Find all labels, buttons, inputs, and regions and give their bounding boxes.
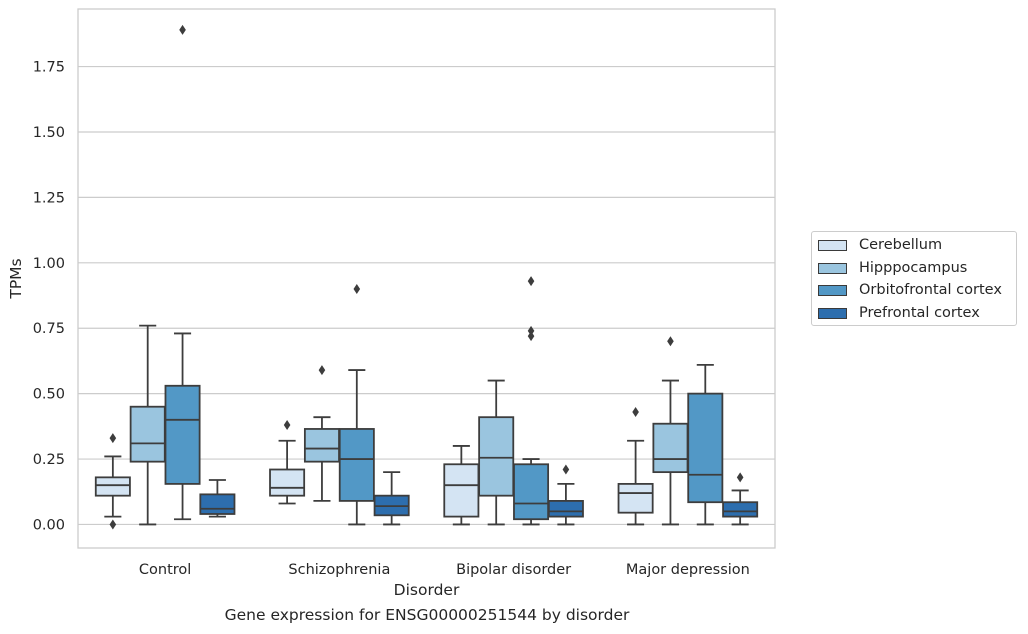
outlier-point	[319, 365, 326, 375]
y-tick-label: 1.00	[33, 256, 65, 272]
box-orbitofrontal-cortex-schizophrenia	[340, 284, 374, 524]
legend-swatch-hippocampus	[818, 263, 847, 274]
legend: Cerebellum Hipppocampus Orbitofrontal co…	[811, 231, 1017, 326]
boxes	[96, 25, 757, 530]
box-cerebellum-schizophrenia	[270, 420, 304, 503]
outlier-point	[632, 407, 639, 417]
box-iqr	[131, 407, 165, 462]
box-iqr	[270, 470, 304, 496]
x-tick-label: Major depression	[626, 562, 750, 578]
box-prefrontal-cortex-schizophrenia	[375, 472, 409, 524]
legend-item-orbitofrontal-cortex: Orbitofrontal cortex	[818, 280, 1002, 300]
box-hipppocampus-schizophrenia	[305, 365, 339, 501]
x-tick-label: Control	[139, 562, 191, 578]
legend-item-prefrontal-cortex: Prefrontal cortex	[818, 303, 980, 323]
box-hipppocampus-major-depression	[653, 336, 687, 524]
outlier-point	[110, 519, 117, 529]
y-tick-label: 0.00	[33, 517, 65, 533]
legend-item-cerebellum: Cerebellum	[818, 235, 942, 255]
legend-swatch-prefrontal-cortex	[818, 308, 847, 319]
box-hipppocampus-bipolar-disorder	[479, 381, 513, 525]
box-prefrontal-cortex-bipolar-disorder	[549, 465, 583, 525]
box-cerebellum-control	[96, 433, 130, 529]
y-tick-label: 0.50	[33, 387, 65, 403]
outlier-point	[284, 420, 291, 430]
outlier-point	[528, 331, 535, 341]
box-orbitofrontal-cortex-bipolar-disorder	[514, 276, 548, 524]
outlier-point	[667, 336, 674, 346]
legend-label-cerebellum: Cerebellum	[859, 237, 942, 253]
x-tick-label: Bipolar disorder	[456, 562, 571, 578]
legend-label-orbitofrontal-cortex: Orbitofrontal cortex	[859, 282, 1002, 298]
y-tick-label: 0.75	[33, 321, 65, 337]
box-prefrontal-cortex-control	[200, 480, 234, 517]
outlier-point	[179, 25, 186, 35]
box-prefrontal-cortex-major-depression	[723, 472, 757, 524]
chart-caption: Gene expression for ENSG00000251544 by d…	[0, 606, 854, 624]
box-orbitofrontal-cortex-control	[165, 25, 199, 519]
box-cerebellum-major-depression	[619, 407, 653, 525]
box-iqr	[96, 477, 130, 495]
box-iqr	[165, 386, 199, 484]
box-iqr	[340, 429, 374, 501]
outlier-point	[110, 433, 117, 443]
box-iqr	[200, 494, 234, 514]
y-tick-labels: 0.00 0.25 0.50 0.75 1.00 1.25 1.50 1.75	[33, 60, 65, 534]
y-tick-label: 1.25	[33, 190, 65, 206]
legend-swatch-cerebellum	[818, 240, 847, 251]
y-tick-label: 0.25	[33, 452, 65, 468]
legend-swatch-orbitofrontal-cortex	[818, 285, 847, 296]
outlier-point	[528, 276, 535, 286]
box-iqr	[723, 502, 757, 516]
box-orbitofrontal-cortex-major-depression	[688, 365, 722, 525]
outlier-point	[354, 284, 361, 294]
y-axis-label: TPMs	[7, 258, 25, 299]
outlier-point	[563, 465, 570, 475]
x-tick-labels: Control Schizophrenia Bipolar disorder Majo…	[139, 562, 750, 578]
box-iqr	[619, 484, 653, 513]
box-hipppocampus-control	[131, 326, 165, 525]
y-tick-label: 1.75	[33, 60, 65, 76]
box-iqr	[444, 464, 478, 516]
outlier-point	[737, 472, 744, 482]
box-iqr	[514, 464, 548, 519]
box-iqr	[653, 424, 687, 472]
box-iqr	[305, 429, 339, 462]
x-tick-label: Schizophrenia	[288, 562, 390, 578]
box-iqr	[688, 394, 722, 503]
y-tick-label: 1.50	[33, 125, 65, 141]
x-axis-label: Disorder	[394, 581, 460, 599]
legend-label-hippocampus: Hipppocampus	[859, 260, 967, 276]
box-iqr	[479, 417, 513, 495]
box-iqr	[549, 501, 583, 517]
box-cerebellum-bipolar-disorder	[444, 446, 478, 524]
legend-label-prefrontal-cortex: Prefrontal cortex	[859, 305, 980, 321]
legend-item-hippocampus: Hipppocampus	[818, 258, 967, 278]
